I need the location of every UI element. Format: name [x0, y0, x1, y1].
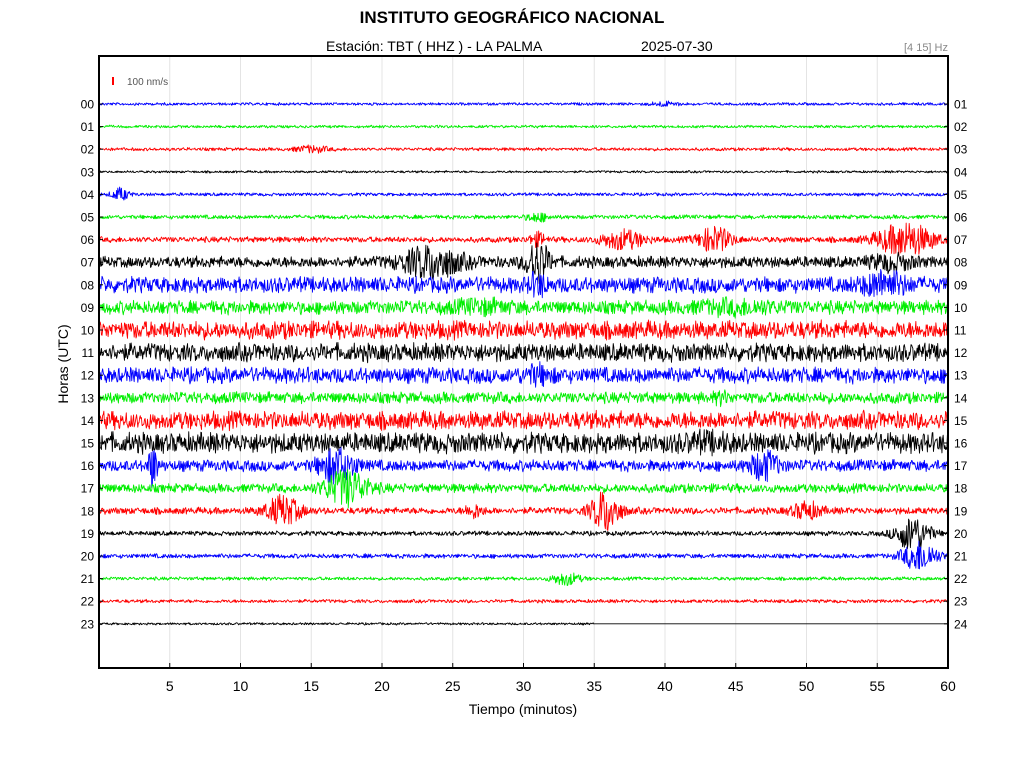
trace-hour-14 [98, 409, 949, 432]
y-tick-label: 07 [81, 256, 95, 270]
trace-hour-16 [98, 447, 949, 489]
y-tick-label: 20 [81, 550, 95, 564]
y-tick-label: 18 [81, 504, 95, 518]
trace-hour-03 [98, 170, 949, 174]
y-tick-label: 10 [81, 324, 95, 338]
y-tick-label-right: 20 [954, 527, 968, 541]
y-tick-label: 08 [81, 278, 95, 292]
x-tick-label: 60 [940, 678, 956, 694]
trace-hour-05 [98, 212, 949, 223]
y-tick-label-right: 13 [954, 369, 968, 383]
y-tick-label-right: 14 [954, 391, 968, 405]
y-tick-label-right: 15 [954, 414, 968, 428]
y-tick-label: 11 [82, 346, 95, 360]
x-tick-label: 55 [869, 678, 885, 694]
x-tick-label: 15 [303, 678, 319, 694]
y-tick-label-right: 01 [954, 98, 968, 112]
y-tick-label: 05 [81, 211, 95, 225]
trace-hour-19 [98, 518, 949, 550]
y-tick-label: 01 [81, 120, 95, 134]
trace-hour-22 [98, 598, 949, 604]
y-tick-label-right: 10 [954, 301, 968, 315]
trace-hour-04 [98, 186, 949, 201]
scale-label: 100 nm/s [127, 77, 168, 88]
station-label: Estación: TBT ( HHZ ) - LA PALMA [326, 38, 543, 54]
y-tick-label: 23 [81, 617, 95, 631]
y-tick-label-right: 03 [954, 143, 968, 157]
seismic-traces [98, 100, 949, 626]
x-tick-label: 5 [166, 678, 174, 694]
date-label: 2025-07-30 [641, 38, 713, 54]
y-tick-label-right: 23 [954, 595, 968, 609]
y-tick-label-right: 07 [954, 233, 968, 247]
trace-hour-20 [98, 540, 949, 570]
y-tick-label-right: 09 [954, 278, 968, 292]
trace-hour-02 [98, 144, 949, 154]
y-tick-label-right: 11 [954, 324, 967, 338]
filter-band-label: [4 15] Hz [903, 42, 948, 54]
y-tick-label: 22 [81, 595, 95, 609]
y-axis-label: Horas (UTC) [55, 324, 71, 403]
y-tick-label: 17 [81, 482, 95, 496]
y-tick-label: 15 [81, 437, 95, 451]
y-tick-label-right: 16 [954, 437, 968, 451]
y-tick-label: 14 [81, 414, 95, 428]
trace-hour-18 [98, 491, 949, 531]
y-tick-label-right: 22 [954, 572, 968, 586]
trace-hour-17 [98, 468, 949, 509]
y-tick-label-right: 12 [954, 346, 968, 360]
trace-hour-09 [98, 296, 949, 319]
y-tick-label: 06 [81, 233, 95, 247]
x-tick-label: 10 [233, 678, 249, 694]
trace-hour-15 [98, 428, 949, 457]
y-tick-label-right: 05 [954, 188, 968, 202]
y-tick-label: 12 [81, 369, 95, 383]
x-tick-label: 35 [586, 678, 602, 694]
trace-hour-07 [98, 242, 949, 285]
vertical-grid [169, 56, 878, 668]
y-tick-label: 04 [81, 188, 95, 202]
y-tick-label: 13 [81, 391, 95, 405]
x-tick-label: 25 [445, 678, 461, 694]
trace-hour-21 [98, 572, 949, 586]
right-hour-ticks: 01 02 03 04 05 06 07 08 09 10 11 12 13 14 15 16 17 18 19 20… [944, 98, 968, 631]
y-tick-label-right: 08 [954, 256, 968, 270]
x-tick-label: 20 [374, 678, 390, 694]
trace-hour-12 [98, 361, 949, 388]
trace-hour-01 [98, 124, 949, 129]
y-tick-label: 19 [81, 527, 95, 541]
y-tick-label-right: 21 [954, 550, 968, 564]
trace-hour-00 [98, 100, 949, 107]
y-tick-label: 21 [81, 572, 95, 586]
y-tick-label: 09 [81, 301, 95, 315]
y-tick-label-right: 02 [954, 120, 968, 134]
y-tick-label-right: 04 [954, 165, 968, 179]
trace-hour-11 [98, 341, 949, 364]
x-tick-label: 45 [728, 678, 744, 694]
y-tick-label: 02 [81, 143, 95, 157]
x-tick-label: 50 [799, 678, 815, 694]
y-tick-label: 16 [81, 459, 95, 473]
y-tick-label-right: 17 [954, 459, 968, 473]
y-tick-label-right: 24 [954, 617, 968, 631]
chart-title: INSTITUTO GEOGRÁFICO NACIONAL [359, 8, 665, 27]
y-tick-label: 00 [81, 98, 95, 112]
y-tick-label-right: 18 [954, 482, 968, 496]
left-hour-ticks: 00 01 02 03 04 05 06 07 08 09 10 11 12 13 14 15 16 17 18 19… [81, 98, 103, 631]
y-tick-label: 03 [81, 165, 95, 179]
trace-hour-10 [98, 319, 949, 341]
y-tick-label-right: 06 [954, 211, 968, 225]
trace-hour-23 [98, 622, 948, 626]
x-axis-ticks: 5 10 15 20 25 30 35 40 45 50 55 60 [166, 663, 956, 694]
x-tick-label: 40 [657, 678, 673, 694]
y-tick-label-right: 19 [954, 504, 968, 518]
trace-hour-08 [98, 268, 949, 299]
x-axis-label: Tiempo (minutos) [469, 701, 577, 717]
x-tick-label: 30 [516, 678, 532, 694]
trace-hour-13 [98, 389, 949, 408]
plot-frame [98, 55, 949, 669]
trace-hour-06 [98, 222, 949, 256]
